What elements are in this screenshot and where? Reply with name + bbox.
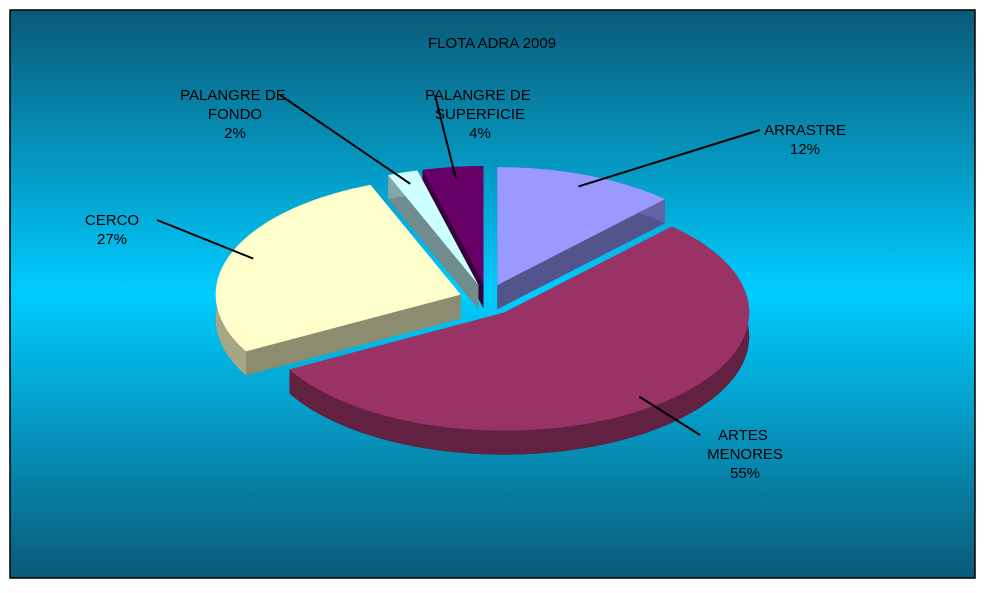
- slice: [497, 167, 665, 286]
- labels: ARRASTRE 12% ARTES MENORES 55% CERCO 27% PALAN…: [85, 87, 846, 482]
- leader-line: [279, 94, 411, 185]
- slice: [422, 166, 484, 285]
- value-label: 2%: [224, 125, 246, 142]
- slice: [289, 226, 750, 431]
- leader-line: [638, 395, 701, 436]
- value-label: 4%: [469, 125, 491, 142]
- category-label: PALANGRE DE FONDO: [180, 87, 290, 123]
- slice-edge: [246, 294, 461, 376]
- chart-area: [9, 9, 976, 579]
- category-label: PALANGRE DE SUPERFICIE: [425, 87, 535, 123]
- category-label: ARRASTRE: [764, 122, 846, 139]
- slice-edge: [388, 175, 479, 309]
- value-label: 27%: [97, 231, 127, 248]
- leader-line: [434, 94, 457, 180]
- slice: [388, 170, 479, 285]
- slice-edge: [497, 199, 665, 310]
- leader-line: [578, 129, 761, 188]
- leader-line: [156, 219, 254, 260]
- slice-tops: [215, 166, 750, 431]
- slice: [215, 184, 461, 352]
- value-label: 55%: [730, 465, 760, 482]
- value-label: 12%: [790, 141, 820, 158]
- category-label: CERCO: [85, 212, 139, 229]
- chart-title: FLOTA ADRA 2009: [428, 35, 556, 52]
- category-label: ARTES MENORES: [707, 427, 783, 463]
